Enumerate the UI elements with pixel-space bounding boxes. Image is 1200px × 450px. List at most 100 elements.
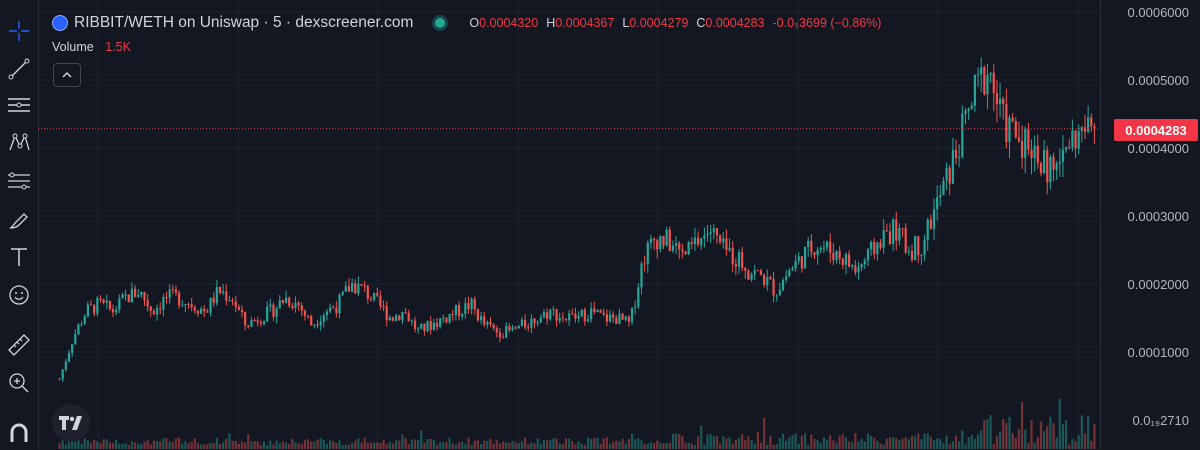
candle-body [1071, 130, 1074, 148]
candle-body [1014, 121, 1017, 138]
volume-bar [64, 444, 67, 449]
candle-body [602, 312, 605, 315]
candle-body [803, 247, 807, 269]
volume-bar [929, 436, 932, 449]
volume-bar [813, 438, 816, 449]
candle-body [561, 317, 564, 319]
volume-bar [781, 433, 785, 449]
ruler-icon[interactable] [0, 328, 38, 362]
candle-body [294, 302, 297, 308]
chevron-up-icon [62, 72, 72, 78]
volume-bar [857, 441, 860, 449]
horizontal-lines-icon[interactable] [0, 88, 38, 122]
candle-body [571, 313, 574, 315]
volume-bar [634, 439, 637, 449]
candle-body [948, 167, 951, 184]
volume-bar [926, 433, 929, 449]
volume-bar [209, 442, 212, 449]
volume-bar [1011, 432, 1014, 449]
candle-body [278, 300, 281, 309]
candle-body [162, 297, 165, 310]
candle-body [316, 324, 319, 326]
volume-bar [1080, 415, 1083, 449]
volume-bar [643, 443, 646, 449]
candle-body [420, 323, 423, 329]
candle-body [819, 247, 822, 250]
tradingview-logo[interactable] [52, 404, 90, 442]
candle-body [1083, 127, 1087, 132]
candle-body [558, 317, 561, 321]
volume-bar [690, 443, 693, 449]
volume-bar [1074, 441, 1077, 449]
chart-area[interactable] [38, 0, 1100, 449]
volume-bar [1083, 433, 1087, 449]
pattern-icon[interactable] [0, 126, 38, 160]
candle-body [700, 238, 703, 245]
volume-bar [376, 442, 379, 449]
fib-icon[interactable] [0, 164, 38, 198]
volume-bar [71, 437, 74, 449]
candle-body [391, 317, 395, 321]
candle-body [869, 241, 873, 250]
candle-body [1055, 163, 1058, 170]
volume-bar [866, 433, 870, 449]
candle-body [634, 306, 637, 308]
volume-bar [586, 437, 590, 449]
trend-line-icon[interactable] [0, 52, 38, 86]
volume-bar [976, 434, 980, 449]
zoom-icon[interactable] [0, 366, 38, 400]
candle-body [1033, 145, 1036, 159]
candle-body [96, 298, 99, 314]
price-axis[interactable]: 0.0006000 0.0005000 0.0004000 0.0003000 … [1100, 0, 1200, 449]
volume-bar [951, 441, 954, 449]
candle-body [671, 245, 675, 251]
volume-bar [489, 438, 492, 449]
volume-bar [687, 442, 690, 449]
volume-bar [995, 435, 999, 449]
volume-bar [731, 443, 734, 449]
candle-body [517, 325, 520, 329]
candle-body [127, 294, 130, 302]
volume-bar [174, 438, 178, 449]
collapse-legend-button[interactable] [53, 63, 81, 87]
candle-body [775, 295, 778, 297]
volume-bar [895, 437, 898, 449]
volume-bar [998, 431, 1002, 449]
candle-body [961, 113, 964, 158]
volume-bar [662, 443, 665, 449]
candle-body [860, 264, 863, 268]
candle-body [527, 327, 530, 329]
candle-body [432, 322, 435, 331]
volume-bar [61, 440, 64, 449]
candle-body [907, 251, 910, 253]
price-plot[interactable] [38, 0, 1100, 449]
crosshair-icon[interactable] [0, 14, 38, 48]
volume-bar [939, 438, 942, 449]
magnet-icon[interactable] [0, 416, 38, 450]
candle-body [574, 313, 577, 319]
volume-bar [722, 436, 725, 449]
candle-body [892, 219, 895, 245]
volume-bar [942, 443, 945, 449]
volume-bar [825, 439, 829, 449]
text-icon[interactable] [0, 240, 38, 274]
volume-bar [74, 441, 77, 449]
volume-bar [1024, 429, 1027, 449]
symbol-title[interactable]: RIBBIT/WETH on Uniswap · 5 · dexscreener… [74, 14, 414, 31]
volume-bar [904, 437, 907, 449]
candle-body [712, 228, 715, 233]
volume-bar [577, 441, 580, 449]
candle-body [523, 319, 527, 328]
candle-body [835, 251, 838, 261]
volume-bar [498, 443, 502, 449]
brush-icon[interactable] [0, 202, 38, 236]
volume-bar [1061, 424, 1065, 449]
volume-bar [703, 444, 706, 449]
candle-body [951, 149, 954, 184]
volume-bar [240, 441, 244, 449]
ohlc-high: H0.0004367 [546, 16, 615, 30]
emoji-icon[interactable] [0, 278, 38, 312]
candle-body [398, 315, 401, 321]
volume-bar [778, 438, 781, 449]
candle-body [841, 258, 844, 265]
